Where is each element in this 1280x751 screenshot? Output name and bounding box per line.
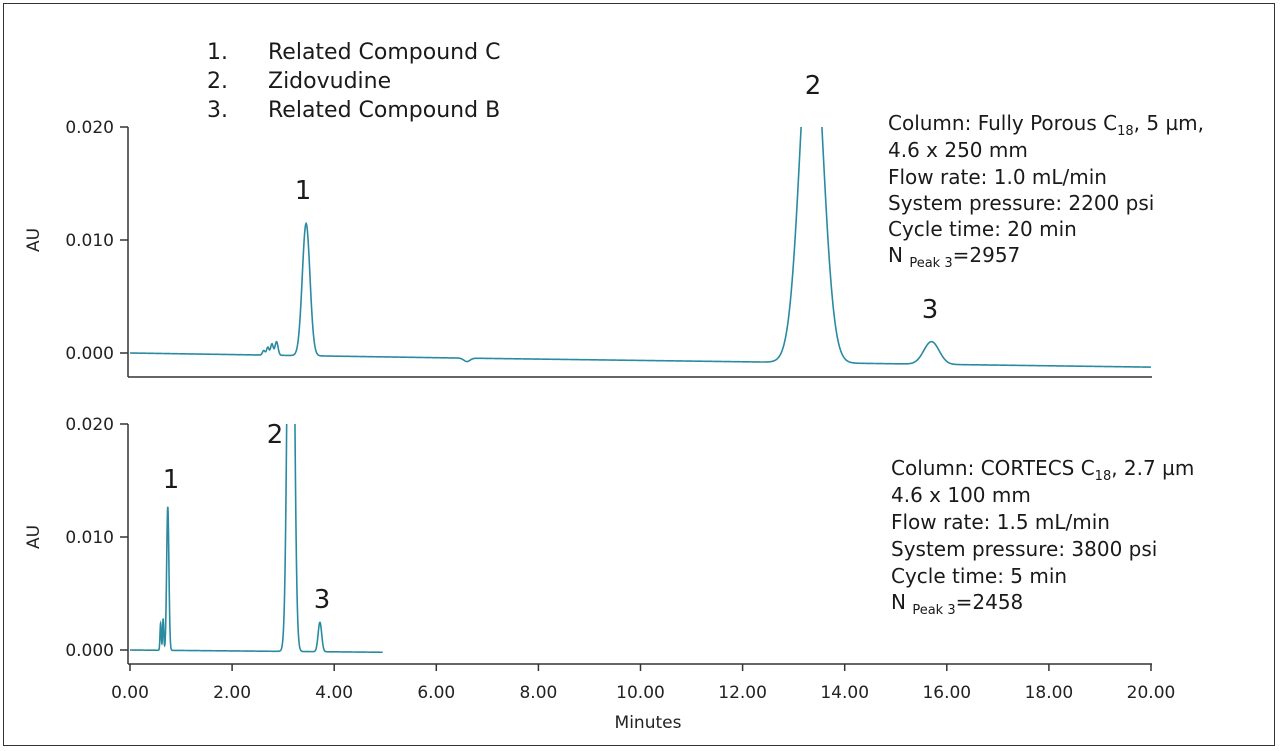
plate-count-bottom: N Peak 3=2458 — [891, 590, 1023, 618]
legend: 1. Related Compound C 2. Zidovudine 3. R… — [207, 40, 500, 123]
x-tick-label-3: 6.00 — [417, 683, 455, 703]
chromatogram-trace-bottom — [130, 424, 383, 654]
column-info-bottom: Column: CORTECS C18, 2.7 µm — [891, 456, 1194, 484]
x-axis-title: Minutes — [615, 713, 682, 733]
x-tick-label-0: 0.00 — [111, 683, 149, 703]
legend-name-3: Related Compound B — [268, 98, 500, 123]
dimensions-top: 4.6 x 250 mm — [888, 138, 1028, 162]
x-tick-label-9: 18.00 — [1025, 683, 1074, 703]
x-tick-label-5: 10.00 — [616, 683, 665, 703]
x-tick-label-8: 16.00 — [922, 683, 971, 703]
y-axis-title-top: AU — [24, 228, 44, 252]
column-info-top: Column: Fully Porous C18, 5 µm, — [888, 111, 1204, 139]
peak-label-bottom-1: 1 — [163, 465, 180, 495]
legend-name-2: Zidovudine — [268, 69, 391, 94]
cycle-time-top: Cycle time: 20 min — [888, 217, 1077, 241]
y-tick-label-bottom-1: 0.020 — [65, 415, 114, 435]
conditions-bottom: Column: CORTECS C18, 2.7 µm 4.6 x 100 mm… — [891, 456, 1194, 618]
cycle-time-bottom: Cycle time: 5 min — [891, 564, 1067, 588]
trace-top-group — [129, 127, 1152, 368]
peak-label-top-3: 3 — [922, 295, 939, 325]
x-tick-label-7: 14.00 — [820, 683, 869, 703]
y-tick-label-bottom-3: 0.000 — [65, 641, 114, 661]
trace-bottom-group — [130, 424, 383, 654]
y-tick-label-bottom-2: 0.010 — [65, 528, 114, 548]
plate-count-top: N Peak 3=2957 — [888, 243, 1020, 271]
legend-name-1: Related Compound C — [268, 40, 500, 65]
flow-rate-bottom: Flow rate: 1.5 mL/min — [891, 510, 1110, 534]
legend-num-1: 1. — [207, 40, 228, 65]
x-tick-label-4: 8.00 — [519, 683, 557, 703]
panel-top: 0.020 0.010 0.000 AU 1 2 3 Column: Fully… — [24, 71, 1204, 378]
peak-label-bottom-2: 2 — [267, 420, 284, 450]
conditions-top: Column: Fully Porous C18, 5 µm, 4.6 x 25… — [888, 111, 1204, 271]
x-tick-label-10: 20.00 — [1127, 683, 1176, 703]
peak-label-top-1: 1 — [295, 176, 312, 206]
peak-label-top-2: 2 — [805, 71, 822, 101]
legend-num-3: 3. — [207, 98, 228, 123]
legend-num-2: 2. — [207, 69, 228, 94]
dimensions-bottom: 4.6 x 100 mm — [891, 483, 1031, 507]
figure-frame — [3, 3, 1275, 746]
x-tick-label-6: 12.00 — [718, 683, 767, 703]
x-tick-label-2: 4.00 — [315, 683, 353, 703]
panel-bottom: 0.020 0.010 0.000 AU 1 2 3 Column: CORTE… — [24, 415, 1194, 665]
pressure-top: System pressure: 2200 psi — [888, 191, 1154, 215]
y-tick-label-top-3: 0.000 — [65, 344, 114, 364]
y-tick-label-top-1: 0.020 — [65, 118, 114, 138]
flow-rate-top: Flow rate: 1.0 mL/min — [888, 165, 1107, 189]
pressure-bottom: System pressure: 3800 psi — [891, 537, 1157, 561]
y-axis-title-bottom: AU — [24, 525, 44, 549]
x-axis-ticks: 0.00 2.00 4.00 6.00 8.00 10.00 12.00 14.00 16.00… — [111, 664, 1175, 703]
y-tick-label-top-2: 0.010 — [65, 231, 114, 251]
chromatogram-trace-top — [129, 127, 1152, 368]
peak-label-bottom-3: 3 — [314, 585, 331, 615]
x-tick-label-1: 2.00 — [213, 683, 251, 703]
